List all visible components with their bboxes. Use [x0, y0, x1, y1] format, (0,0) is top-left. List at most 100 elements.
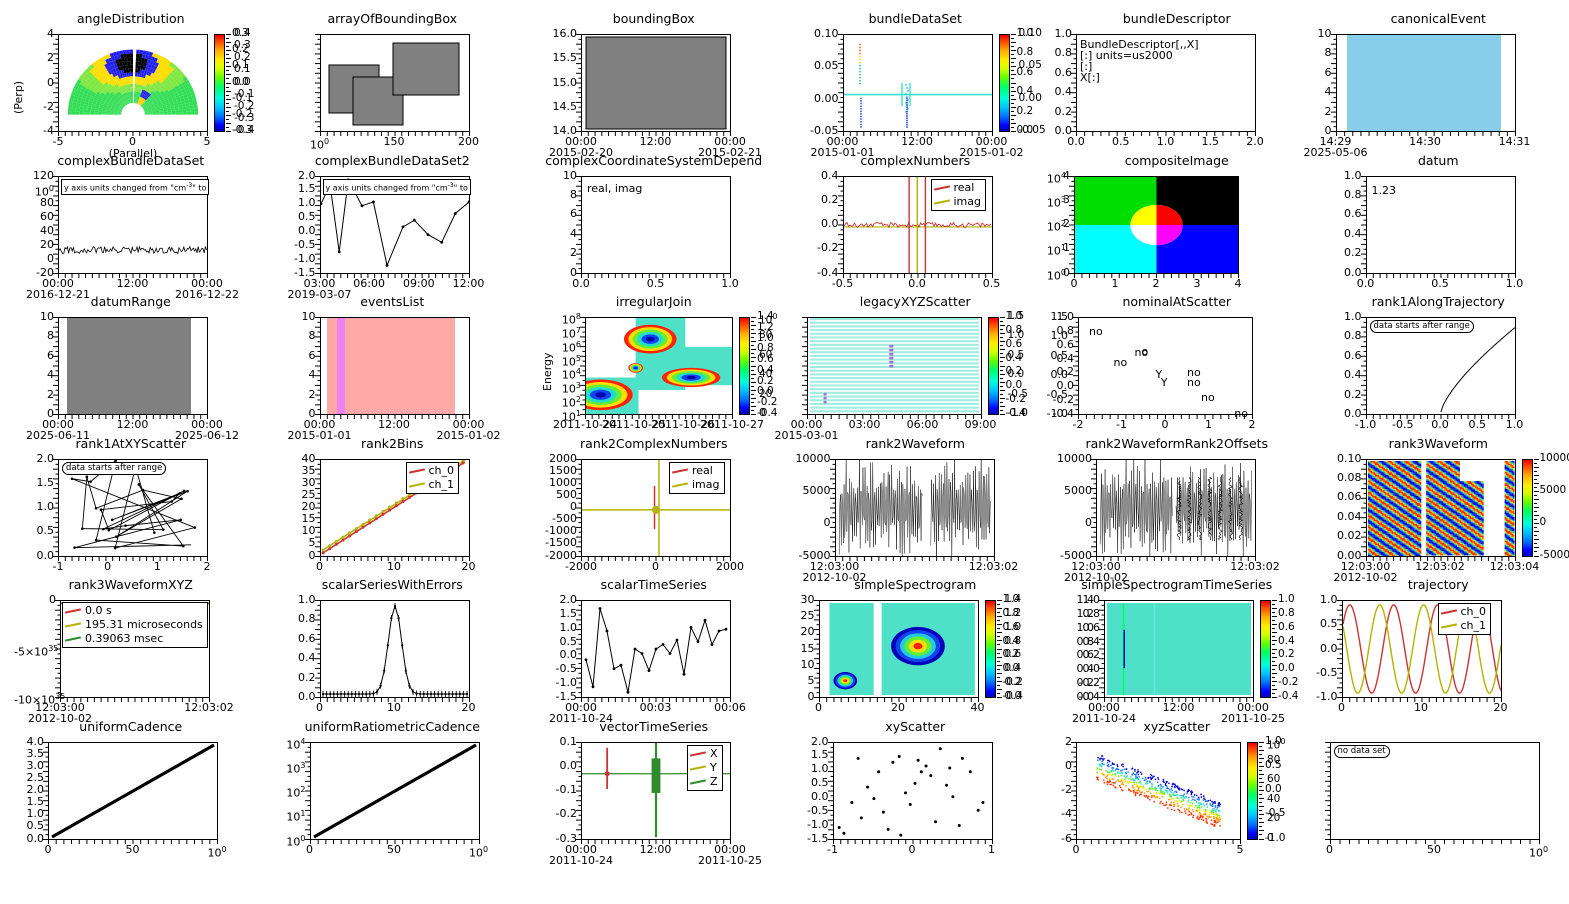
plot-cell-vectorTimeSeries[interactable]: vectorTimeSeries 0.1 0.0 -0.1 -0.2 -0.3 00:00 1… — [523, 719, 785, 870]
plot-area[interactable] — [818, 600, 979, 698]
plot-area[interactable] — [58, 458, 208, 557]
plot-area[interactable] — [309, 741, 480, 840]
plot-cell-canonicalEvent[interactable]: canonicalEvent 10 8 6 4 2 0 14:29 14:30 14:31 2025… — [1304, 12, 1569, 162]
plot-area[interactable] — [581, 600, 731, 698]
legend-swatch-icon — [689, 750, 707, 757]
plot-cell-rank1AtXYScatter[interactable]: rank1AtXYScatter 2.0 1.5 1.0 0.5 0.0 -1 0 1 2 data… — [0, 436, 262, 587]
y-axis-ticks — [829, 458, 835, 557]
y-axis-ticks — [576, 175, 581, 274]
plot-area[interactable] — [1365, 317, 1516, 415]
plot-area[interactable] — [48, 741, 218, 840]
colorbar-tick-label: 0.3 — [232, 27, 249, 39]
plot-area[interactable] — [1076, 741, 1241, 840]
plot-cell-complexBundleDataSet[interactable]: complexBundleDataSet 120 100 80 60 40 20 0 -20 00… — [0, 153, 262, 304]
plot-cell-rank2ComplexNumbers[interactable]: rank2ComplexNumbers 2000 1500 1000 500 0 -500-… — [523, 436, 785, 587]
plot-cell-xyScatter[interactable]: xyScatter 2.0 1.5 1.0 0.5 0.0 -0.5 -1.0 -1.5 -1 0 1 — [785, 719, 1047, 870]
plot-cell-uniformRatiometricCadence[interactable]: uniformRatiometricCadence 104 103 102 101 100… — [262, 719, 524, 870]
x-tick-label: 0.0 — [572, 276, 590, 290]
plot-cell-uniformCadence[interactable]: uniformCadence 4.0 3.5 3.0 2.5 2.0 1.5 1.0 0.5 0.… — [0, 719, 262, 870]
plot-cell-rank3WaveformXYZ[interactable]: rank3WaveformXYZ 0 -5×1035 -10×1035 12:03:00… — [0, 578, 262, 728]
descriptor-line: X[:] — [1080, 71, 1100, 84]
plot-cell-datumRange[interactable]: datumRange 10 8 6 4 2 0 00:00 12:00 00:00 2025-06-… — [0, 295, 262, 445]
plot-cell-boundingBox[interactable]: boundingBox 16.0 15.5 15.0 14.5 14.0 00:00 12:0… — [523, 12, 785, 162]
plot-cell-complexCoordinateSystemDepend[interactable]: complexCoordinateSystemDepend real, imag 1… — [523, 153, 785, 304]
plot-area[interactable] — [1104, 600, 1254, 698]
status-message[interactable]: no data set — [1333, 744, 1390, 758]
plot-cell-legacyXYZScatter[interactable]: legacyXYZScatter 00:00 03:00 06:00 09:00 2015… — [775, 295, 1047, 445]
colorbar-tick-label: 10000 — [1539, 451, 1569, 464]
y-tick-label-secondary: 0.8 — [1076, 634, 1095, 648]
colorbar-tick-label-secondary: 1.4 — [1004, 593, 1022, 605]
x-tick-label: 12:03:02 — [184, 701, 234, 714]
plot-cell-simpleSpectrogram[interactable]: simpleSpectrogram 30 25 20 15 10 5 0 0 20 40 1.0 0.8… — [785, 578, 1047, 728]
plot-cell-complexBundleDataSet2[interactable]: complexBundleDataSet2 2.0 1.5 1.0 0.5 0.0 -0.5… — [262, 153, 524, 304]
plot-cell-scalarTimeSeries[interactable]: scalarTimeSeries 2.0 1.5 1.0 0.5 0.0 -0.5 -1.0-… — [523, 578, 785, 728]
y-tick-label: 1.0 — [1344, 168, 1362, 182]
colorbar-tick-label-secondary: 40 — [759, 368, 773, 381]
plot-area[interactable] — [1078, 317, 1253, 415]
plot-area[interactable] — [834, 458, 995, 557]
plot-cell-angleDistribution[interactable]: angleDistribution 4 2 0 -2 -4 -5 0 5 (Perp) (Paral… — [0, 12, 262, 162]
y-tick-label: 15.0 — [552, 75, 578, 89]
plot-area[interactable] — [319, 34, 470, 132]
plot-area[interactable] — [806, 317, 982, 415]
plot-cell-irregularJoin[interactable]: irregularJoin 108 107 106 105 104 103 102 101 201… — [523, 295, 785, 445]
x-tick-label: 12:00 — [901, 135, 933, 148]
colorbar-tick-label-secondary: -1.0 — [1007, 407, 1029, 419]
x-axis-ticks — [48, 839, 218, 844]
plot-cell-xyzScatter[interactable]: xyzScatter 2 0 -2 -4 -6 0 5 1.0 0.5 0.0 -0.5 -1.0 100… — [1046, 719, 1308, 870]
plot-area[interactable] — [319, 600, 470, 698]
plot-area[interactable] — [842, 34, 993, 132]
plot-area[interactable] — [1335, 34, 1516, 132]
x-axis-ticks — [834, 556, 995, 561]
plot-cell-trajectory[interactable]: trajectory 1.0 0.5 0.0 -0.5 -1.0 0 10 20 ch_0 ch_1 — [1308, 578, 1569, 728]
y-tick-label: -0.2 — [1078, 676, 1100, 690]
warning-message[interactable]: y axis units changed from "cm-3" to "k — [322, 178, 471, 196]
status-message[interactable]: data starts after range — [62, 461, 167, 475]
y-axis-ticks — [1071, 741, 1076, 840]
plot-area[interactable] — [1096, 458, 1256, 557]
plot-cell-rank2Bins[interactable]: rank2Bins 40 35 30 25 20 15 10 5 0 0 10 20 ch_0 ch_1 — [262, 436, 524, 587]
plot-area[interactable] — [1074, 175, 1239, 274]
y-tick-label: 4 — [308, 368, 316, 382]
x-axis-ticks — [806, 415, 982, 419]
plot-cell-bundleDescriptor[interactable]: bundleDescriptor BundleDescriptor[,,X] [:… — [1046, 12, 1308, 162]
plot-area[interactable] — [581, 34, 731, 132]
y-tick-label: -5000 — [798, 548, 831, 562]
plot-cell-bundleDataSet[interactable]: bundleDataSet 0.10 0.05 0.00 -0.05 00:00 12:00… — [785, 12, 1047, 162]
x-axis-ticks — [1341, 698, 1502, 702]
plot-cell-eventsList[interactable]: eventsList 10 8 6 4 2 0 00:00 12:00 00:00 2015-01-… — [262, 295, 524, 445]
plot-cell-rank2WaveformRank2Offsets[interactable]: rank2WaveformRank2Offsets 10000 5000 0 -5000… — [1046, 436, 1308, 587]
plot-cell-compositeImage[interactable]: compositeImage 4 3 2 1 0 104 103 102 101 100 0 1 2 3 4 — [1046, 153, 1308, 304]
plot-cell-rank1AlongTrajectory[interactable]: rank1AlongTrajectory 1.0 0.8 0.6 0.4 0.2 0.0 -1… — [1308, 295, 1569, 445]
plot-area[interactable] — [581, 175, 731, 274]
status-message[interactable]: data starts after range — [1369, 320, 1474, 333]
plot-area[interactable] — [1365, 458, 1516, 557]
x-tick-label: 12:00 — [116, 418, 149, 431]
x-tick-label: 150 — [383, 135, 405, 148]
colorbar-tick-label: -0.1 — [232, 91, 253, 104]
plot-cell-complexNumbers[interactable]: complexNumbers 0.4 0.2 0.0 -0.2 -0.4 -0.5 0.0 0.… — [785, 153, 1047, 304]
legend-swatch-icon — [671, 481, 689, 488]
plot-cell-arrayOfBoundingBox[interactable]: arrayOfBoundingBox 100 150 200 — [262, 12, 524, 162]
plot-area[interactable] — [1329, 741, 1540, 840]
plot-cell-rank2Waveform[interactable]: rank2Waveform 10000 5000 0 -5000 12:03:00 12:0… — [785, 436, 1047, 587]
nominal-point-label: no — [1134, 346, 1149, 360]
plot-cell-noDataSet[interactable]: 0 50 100 no data set — [1308, 722, 1569, 870]
plot-area[interactable] — [319, 317, 470, 415]
plot-cell-rank3Waveform[interactable]: rank3Waveform 0.10 0.08 0.06 0.04 0.02 0.00 12:… — [1308, 436, 1569, 587]
plot-area[interactable] — [58, 34, 208, 132]
plot-area[interactable] — [58, 317, 208, 415]
plot-area[interactable] — [585, 317, 733, 415]
plot-area[interactable] — [1365, 175, 1516, 274]
warning-message[interactable]: y axis units changed from "cm-3" to "s — [61, 178, 209, 196]
y-tick-label: 1.5 — [36, 475, 55, 489]
plot-cell-datum[interactable]: datum 1.23 1.0 0.8 0.6 0.4 0.2 0.0 0.0 0.5 1.0 — [1308, 153, 1569, 304]
x-axis-ticks — [319, 273, 470, 278]
plot-area[interactable] — [1076, 34, 1256, 132]
plot-cell-scalarSeriesWithErrors[interactable]: scalarSeriesWithErrors 1.0 0.8 0.6 0.4 0.2 0.0… — [262, 578, 524, 728]
y-tick-label: 2 — [308, 387, 316, 401]
plot-area[interactable] — [832, 741, 993, 840]
plot-cell-simpleSpectrogramTimeSeries[interactable]: simpleSpectrogramTimeSeries 1.0 0.8 0.6 0.4 0… — [1046, 578, 1308, 728]
